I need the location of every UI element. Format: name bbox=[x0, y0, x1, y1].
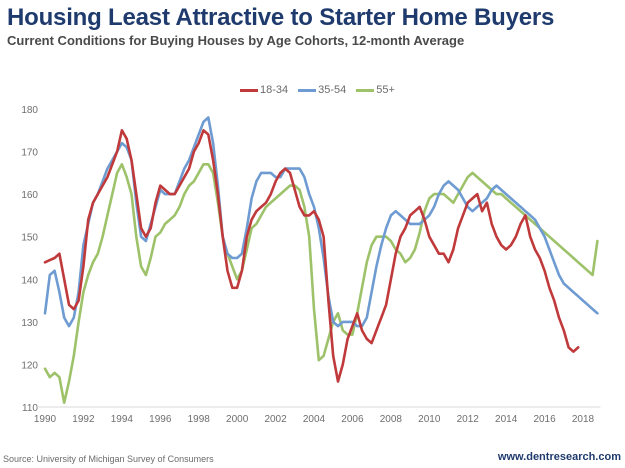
x-tick-label: 1998 bbox=[188, 414, 211, 425]
y-tick-label: 140 bbox=[21, 275, 38, 286]
y-tick-label: 130 bbox=[21, 318, 38, 329]
x-tick-label: 2010 bbox=[418, 414, 441, 425]
legend-swatch-35-54 bbox=[298, 88, 317, 92]
y-tick-label: 170 bbox=[21, 148, 38, 159]
series-line-18-34 bbox=[43, 129, 580, 383]
source-note: Source: University of Michigan Survey of… bbox=[3, 454, 214, 464]
legend-swatch-18-34 bbox=[240, 88, 258, 92]
x-tick-label: 1996 bbox=[149, 414, 172, 425]
x-tick-label: 1990 bbox=[34, 414, 57, 425]
x-tick-label: 2012 bbox=[457, 414, 480, 425]
legend-swatch-55-plus bbox=[356, 88, 375, 92]
x-tick-label: 2006 bbox=[341, 414, 364, 425]
x-axis: 1990 1992 1994 1996 1998 2000 2002 2004 2006 2008… bbox=[34, 414, 595, 425]
x-tick-label: 2002 bbox=[264, 414, 287, 425]
x-tick-label: 2000 bbox=[226, 414, 249, 425]
legend-item-18-34: 18-34 bbox=[240, 84, 288, 96]
y-tick-label: 120 bbox=[21, 360, 38, 371]
x-tick-label: 2004 bbox=[303, 414, 326, 425]
y-axis: 110 120 130 140 150 160 170 180 bbox=[21, 105, 38, 414]
legend-label-55-plus: 55+ bbox=[376, 84, 395, 96]
legend: 18-34 35-54 55+ bbox=[240, 84, 395, 96]
x-tick-label: 1992 bbox=[72, 414, 95, 425]
x-tick-label: 2018 bbox=[572, 414, 595, 425]
x-tick-label: 2008 bbox=[380, 414, 403, 425]
x-tick-label: 1994 bbox=[111, 414, 134, 425]
y-tick-label: 110 bbox=[22, 403, 38, 414]
legend-label-35-54: 35-54 bbox=[318, 84, 347, 96]
chart-title: Housing Least Attractive to Starter Home… bbox=[7, 4, 555, 31]
series-group bbox=[43, 116, 599, 405]
y-tick-label: 160 bbox=[21, 190, 38, 201]
legend-item-55-plus: 55+ bbox=[356, 84, 395, 96]
chart-subtitle: Current Conditions for Buying Houses by … bbox=[7, 33, 465, 48]
legend-item-35-54: 35-54 bbox=[298, 84, 346, 96]
x-tick-label: 2016 bbox=[533, 414, 556, 425]
series-line-55-plus bbox=[43, 163, 599, 405]
y-tick-label: 180 bbox=[21, 105, 38, 116]
website-credit: www.dentresearch.com bbox=[497, 451, 621, 463]
y-tick-label: 150 bbox=[21, 233, 38, 244]
x-tick-label: 2014 bbox=[495, 414, 518, 425]
legend-label-18-34: 18-34 bbox=[260, 84, 289, 96]
